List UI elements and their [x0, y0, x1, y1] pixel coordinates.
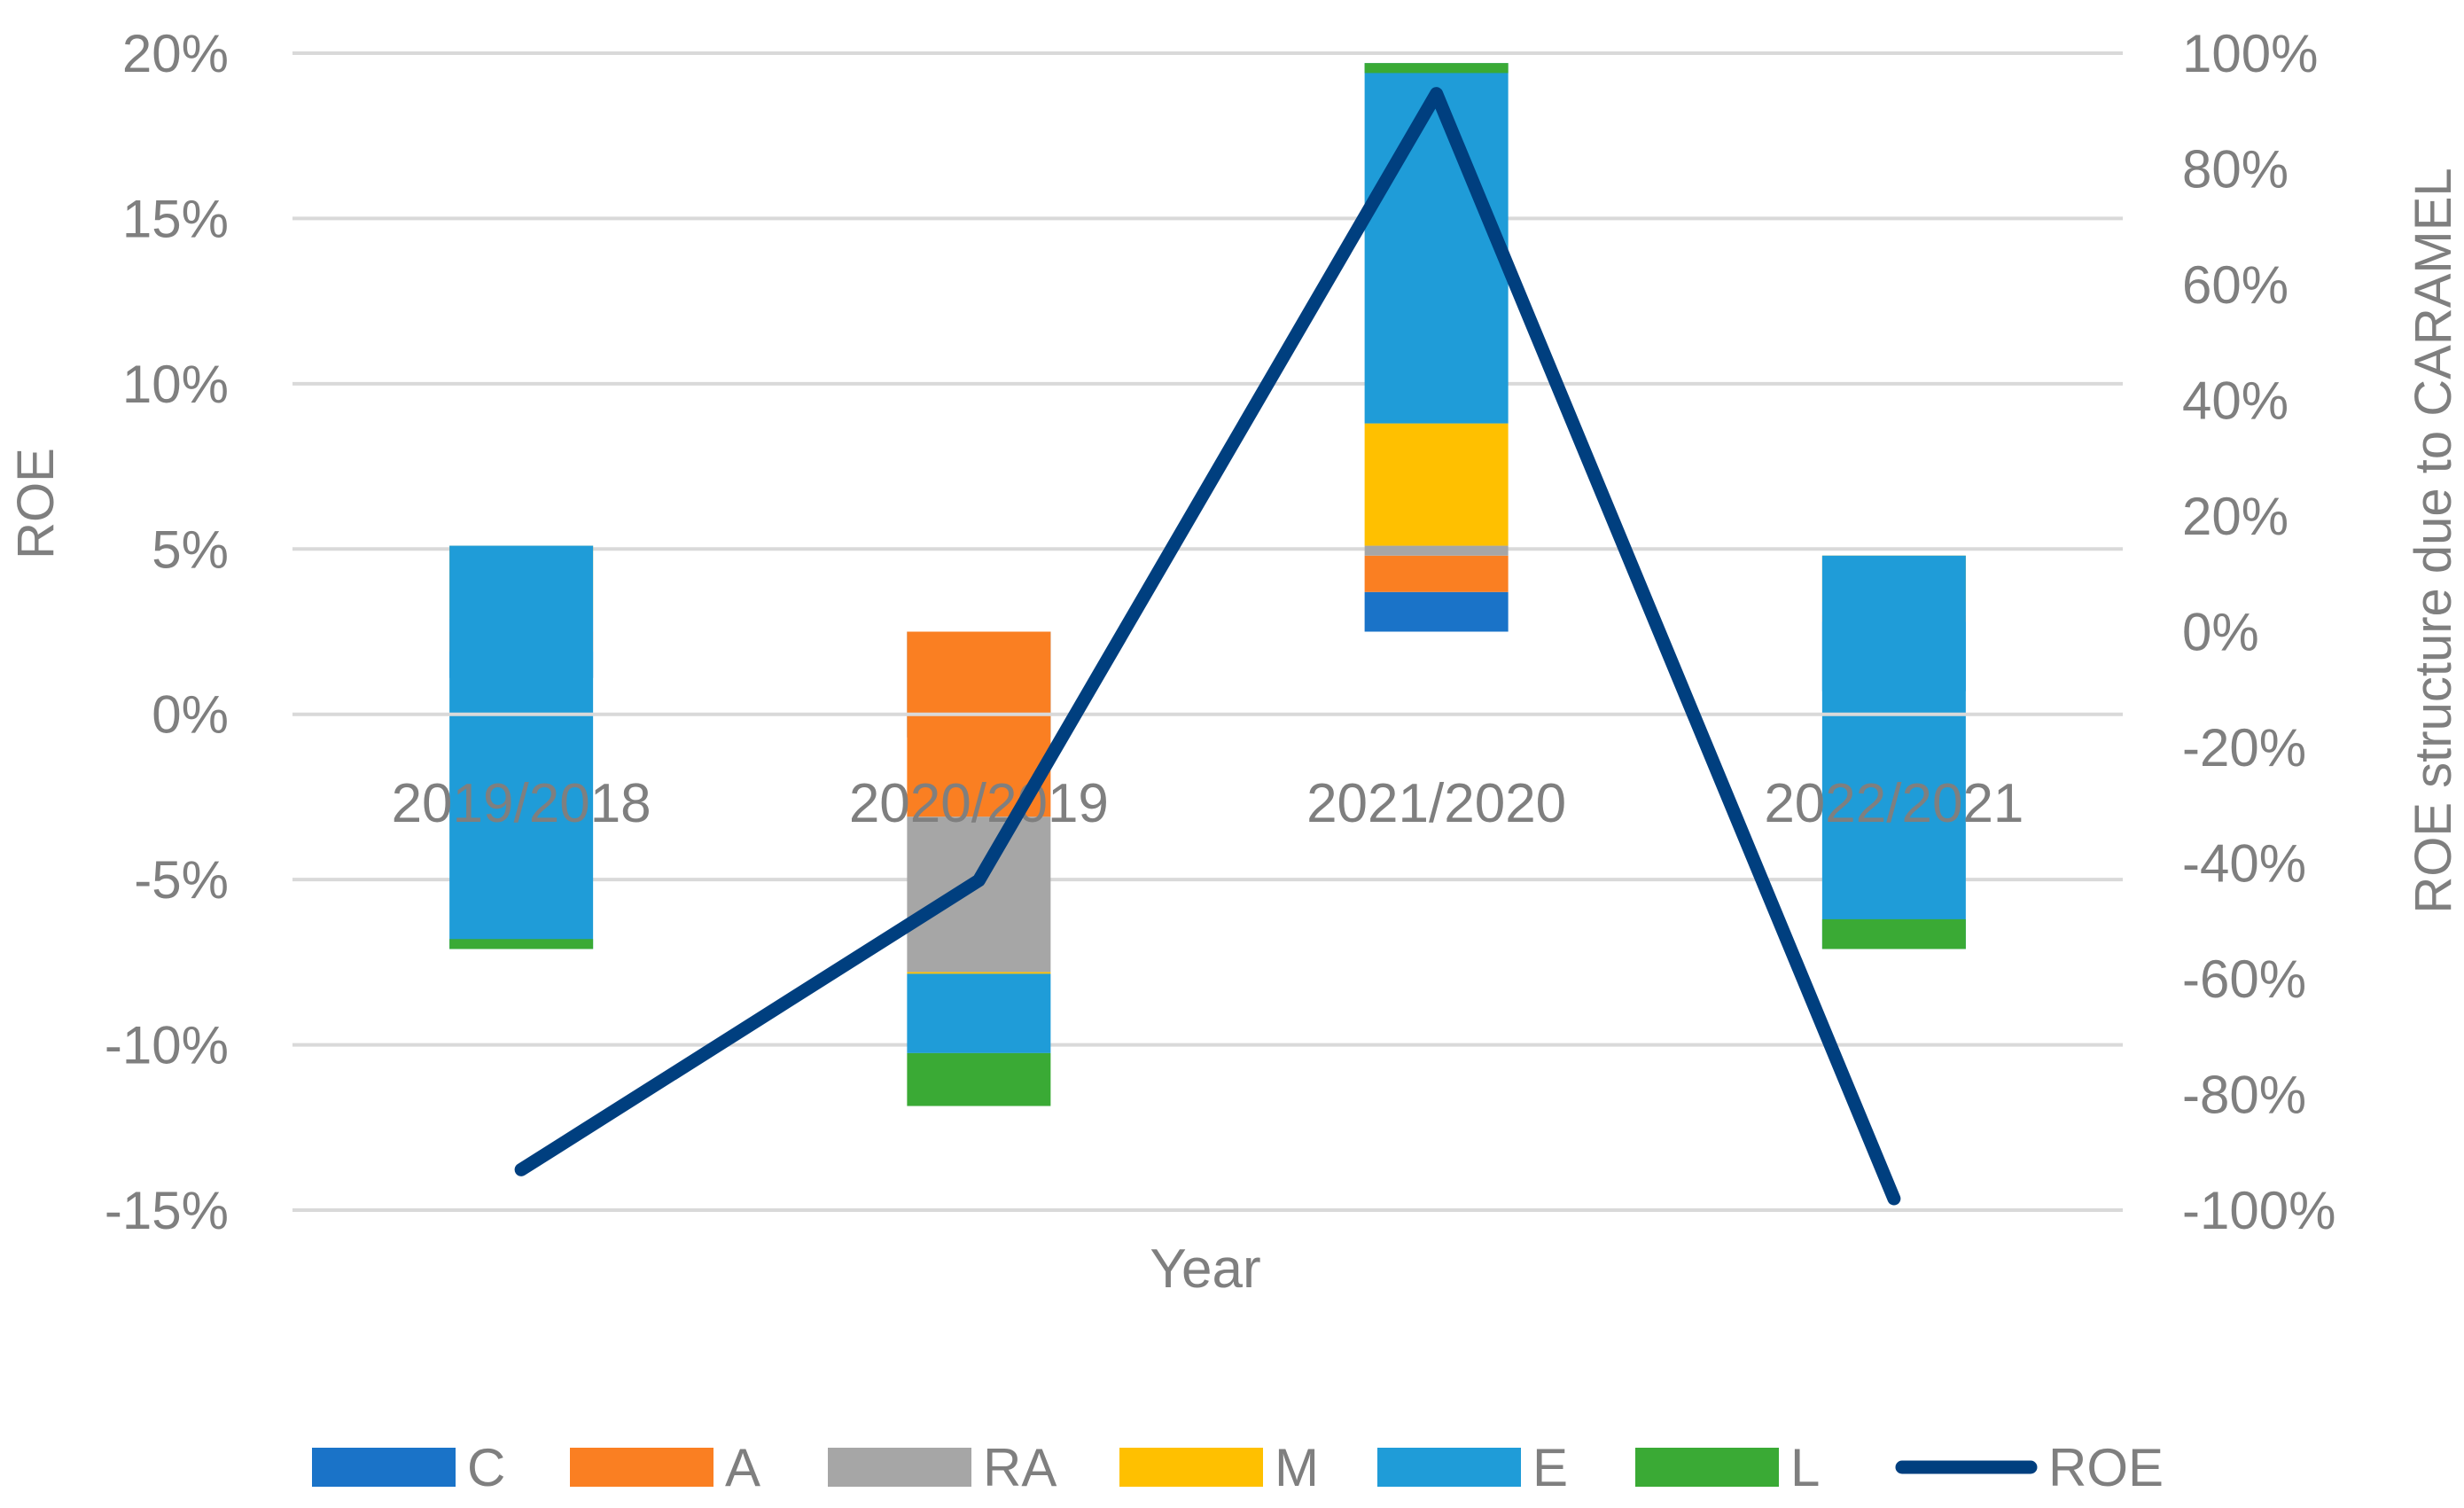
- right-tick-label: 100%: [2182, 24, 2318, 83]
- bar-segment-e: [449, 545, 594, 949]
- right-tick-label: 0%: [2182, 603, 2259, 662]
- y-left-axis-title: ROE: [7, 448, 65, 559]
- bar-segment-e: [1821, 555, 1966, 949]
- right-tick-label: -20%: [2182, 718, 2306, 777]
- right-tick-label: -40%: [2182, 834, 2306, 894]
- category-label: 2021/2020: [1306, 773, 1566, 834]
- bar-segment-m: [907, 972, 1051, 974]
- right-axis-ticks: -100% -80% -60% -40% -20% 0% 20% 40% 60% 80% 100%: [2182, 24, 2335, 1240]
- right-tick-label: -80%: [2182, 1066, 2306, 1125]
- bar-segment-e: [1364, 63, 1509, 424]
- legend-swatch-e: [1377, 1448, 1521, 1487]
- legend-label: L: [1790, 1438, 1820, 1497]
- left-tick-label: 10%: [122, 355, 229, 414]
- legend-swatch-c: [312, 1448, 456, 1487]
- left-tick-label: 0%: [152, 685, 229, 745]
- left-tick-label: 5%: [152, 520, 229, 579]
- roe-line-group: [514, 87, 1901, 1206]
- left-tick-label: -5%: [134, 850, 229, 910]
- right-tick-label: 80%: [2182, 140, 2289, 199]
- legend-label: E: [1532, 1438, 1568, 1497]
- bar-segment-c: [1364, 591, 1509, 632]
- bar-segment-ra: [1364, 545, 1509, 556]
- x-axis-title: Year: [1150, 1238, 1260, 1300]
- left-tick-label: -15%: [105, 1181, 229, 1240]
- y-right-axis-title: ROE structure due to CARAMEL: [2405, 168, 2462, 913]
- legend-swatch-ra: [828, 1448, 971, 1487]
- right-tick-label: -60%: [2182, 949, 2306, 1009]
- category-labels: 2019/2018 2020/2019 2021/2020 2022/2021: [392, 773, 2024, 834]
- bar-segment-a: [1364, 555, 1509, 592]
- legend-swatch-a: [570, 1448, 713, 1487]
- category-label: 2022/2021: [1764, 773, 2023, 834]
- left-tick-label: 15%: [122, 189, 229, 248]
- bar-segment-ra: [907, 817, 1051, 973]
- bar-segment-e: [907, 973, 1051, 1053]
- bar-segment-l: [449, 939, 594, 949]
- bar-segment-l: [1821, 918, 1966, 949]
- legend-label: M: [1275, 1438, 1319, 1497]
- legend-label: A: [725, 1438, 760, 1497]
- legend-label: C: [467, 1438, 505, 1497]
- category-label: 2019/2018: [392, 773, 651, 834]
- right-tick-label: 20%: [2182, 487, 2289, 546]
- legend-swatch-m: [1119, 1448, 1263, 1487]
- right-tick-label: -100%: [2182, 1181, 2335, 1240]
- bar-segment-m: [1364, 423, 1509, 546]
- legend-label: RA: [983, 1438, 1057, 1497]
- right-tick-label: 40%: [2182, 371, 2289, 431]
- legend-label: ROE: [2048, 1438, 2164, 1497]
- gridlines: [292, 51, 2123, 1212]
- bar-segment-l: [1364, 63, 1509, 74]
- bar-segment-l: [907, 1052, 1051, 1106]
- left-axis-ticks: -15% -10% -5% 0% 5% 10% 15% 20%: [105, 24, 229, 1240]
- category-label: 2020/2019: [849, 773, 1109, 834]
- left-tick-label: 20%: [122, 24, 229, 83]
- roe-line: [514, 87, 1901, 1206]
- left-tick-label: -10%: [105, 1016, 229, 1075]
- legend-swatch-l: [1635, 1448, 1779, 1487]
- stacked-bars: [449, 63, 1966, 1106]
- right-tick-label: 60%: [2182, 255, 2289, 315]
- legend: C A RA M E L ROE: [312, 1438, 2164, 1497]
